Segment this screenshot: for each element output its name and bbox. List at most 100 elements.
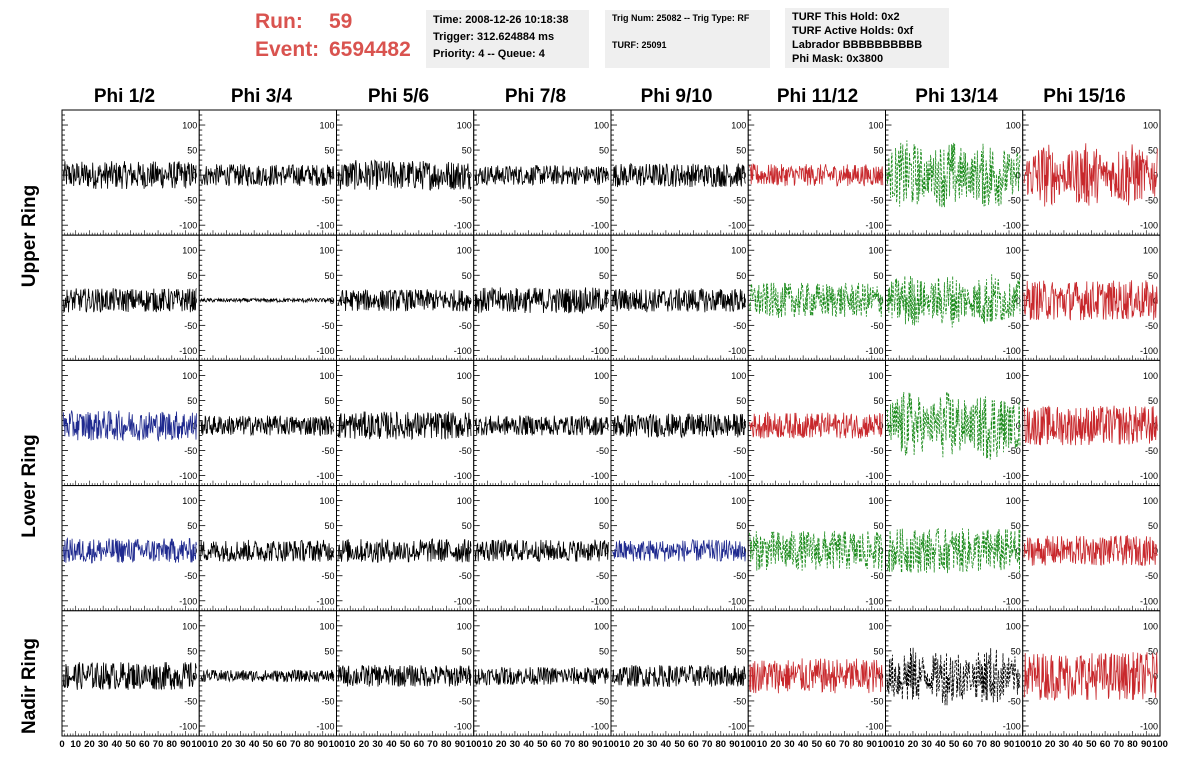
y-tick-label: 50 — [599, 146, 609, 156]
y-tick-label: 0 — [1016, 421, 1021, 431]
x-tick-label: 30 — [235, 739, 246, 750]
y-tick-label: -50 — [184, 321, 197, 331]
panel-frame — [885, 109, 1024, 236]
panel-r0-c0: -100 -50 0 50 100 — [61, 109, 200, 236]
x-tick-label: 100 — [740, 739, 756, 750]
y-tick-label: -100 — [1140, 721, 1158, 731]
x-tick-label: 20 — [1045, 739, 1056, 750]
y-tick-label: 0 — [741, 296, 746, 306]
y-tick-label: -50 — [321, 696, 334, 706]
x-tick-label: 10 — [482, 739, 493, 750]
y-tick-label: 50 — [873, 271, 883, 281]
y-tick-label: -50 — [870, 196, 883, 206]
y-tick-label: 100 — [457, 496, 472, 506]
x-tick-label: 30 — [784, 739, 795, 750]
waveform-trace — [63, 537, 197, 564]
panel-frame — [198, 234, 337, 361]
event-label: Event: — [255, 38, 320, 61]
x-tick-label: 60 — [688, 739, 699, 750]
x-tick-label: 60 — [414, 739, 425, 750]
panel-r3-c3: -100 -50 0 50 100 — [473, 485, 612, 612]
y-tick-label: 50 — [1148, 146, 1158, 156]
x-tick-label: 70 — [153, 739, 164, 750]
y-tick-label: -50 — [870, 571, 883, 581]
x-tick-label: 20 — [359, 739, 370, 750]
y-tick-label: 100 — [182, 496, 197, 506]
y-tick-label: -100 — [316, 721, 334, 731]
col-label-phi-3-4: Phi 3/4 — [230, 86, 293, 107]
panel-frame — [473, 109, 612, 236]
x-tick-label: 40 — [112, 739, 123, 750]
y-tick-label: 50 — [324, 521, 334, 531]
x-tick-label: 70 — [839, 739, 850, 750]
y-tick-label: 50 — [1011, 396, 1021, 406]
x-tick-label: 60 — [139, 739, 150, 750]
panel-frame — [336, 485, 475, 612]
x-tick-label: 40 — [1072, 739, 1083, 750]
y-tick-label: 100 — [868, 496, 883, 506]
panel-frame — [885, 359, 1024, 487]
panel-r1-c4: -100 -50 0 50 100 — [610, 234, 749, 361]
y-tick-label: -50 — [459, 446, 472, 456]
y-tick-label: 100 — [1006, 371, 1021, 381]
waveform-trace — [474, 666, 609, 686]
y-tick-label: 50 — [324, 646, 334, 656]
col-label-phi-13-14: Phi 13/14 — [915, 86, 998, 107]
waveform-trace — [749, 411, 884, 439]
y-tick-label: 50 — [1148, 271, 1158, 281]
y-tick-label: 50 — [324, 271, 334, 281]
y-tick-label: 100 — [594, 371, 609, 381]
y-tick-label: 100 — [319, 371, 334, 381]
panel-frame — [885, 610, 1024, 737]
y-tick-label: 100 — [457, 121, 472, 131]
y-tick-label: 50 — [599, 396, 609, 406]
y-tick-label: -50 — [870, 321, 883, 331]
x-tick-label: 100 — [603, 739, 619, 750]
y-tick-label: -100 — [591, 471, 609, 481]
y-tick-label: -50 — [1145, 321, 1158, 331]
y-tick-label: -50 — [184, 696, 197, 706]
x-tick-label: 40 — [798, 739, 809, 750]
x-tick-label: 100 — [878, 739, 894, 750]
y-tick-label: -50 — [733, 696, 746, 706]
y-tick-label: 100 — [1006, 121, 1021, 131]
x-tick-label: 10 — [757, 739, 768, 750]
panel-r1-c6: -100 -50 0 50 100 — [885, 234, 1024, 361]
x-tick-label: 0 — [59, 739, 64, 750]
y-tick-label: -50 — [596, 321, 609, 331]
x-tick-label: 60 — [825, 739, 836, 750]
y-tick-label: 100 — [1006, 496, 1021, 506]
x-tick-label: 60 — [276, 739, 287, 750]
x-tick-label: 100 — [191, 739, 207, 750]
col-label-phi-5-6: Phi 5/6 — [367, 86, 430, 107]
waveform-trace — [474, 415, 609, 436]
waveform-trace — [200, 164, 335, 187]
x-tick-label: 40 — [661, 739, 672, 750]
y-tick-label: 0 — [878, 421, 883, 431]
y-tick-label: 100 — [1143, 496, 1158, 506]
y-tick-label: 100 — [319, 246, 334, 256]
waveform-trace — [1023, 652, 1158, 702]
waveform-trace — [749, 163, 884, 187]
y-tick-label: -100 — [316, 346, 334, 356]
y-tick-label: 0 — [741, 421, 746, 431]
x-tick-label: 40 — [386, 739, 397, 750]
x-tick-label: 20 — [633, 739, 644, 750]
panel-frame — [473, 234, 612, 361]
waveform-trace — [1023, 405, 1158, 446]
y-tick-label: -100 — [1140, 471, 1158, 481]
y-tick-label: 0 — [1016, 546, 1021, 556]
y-tick-label: 50 — [1011, 646, 1021, 656]
waveform-trace — [337, 538, 472, 563]
x-tick-label: 60 — [1100, 739, 1111, 750]
y-tick-label: 0 — [192, 546, 197, 556]
